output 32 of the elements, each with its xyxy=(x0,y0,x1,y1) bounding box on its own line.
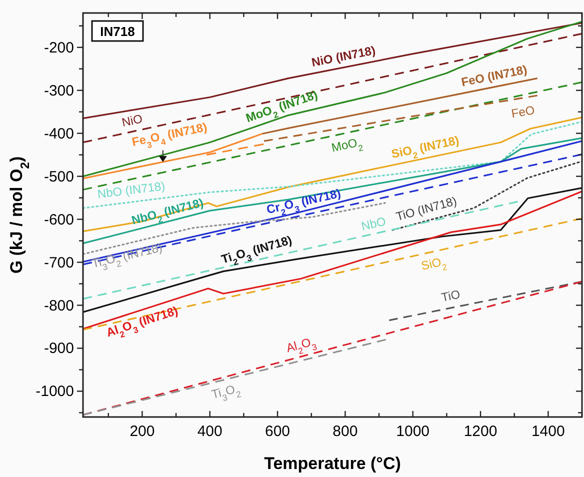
text: NiO (IN718) xyxy=(310,43,377,70)
x-tick-label: 1200 xyxy=(464,423,498,440)
x-tick-label: 200 xyxy=(130,423,155,440)
y-tick-label: -800 xyxy=(44,297,74,314)
y-tick-label: -1000 xyxy=(36,383,74,400)
y-tick-label: -200 xyxy=(44,39,74,56)
text: NbO (IN718) xyxy=(96,178,166,202)
y-tick-label: -900 xyxy=(44,340,74,358)
x-tick-label: 800 xyxy=(332,423,358,440)
annotation: IN718 xyxy=(100,24,135,39)
y-tick-label: -400 xyxy=(44,125,74,142)
y-tick-label: -300 xyxy=(44,82,74,100)
y-tick-label: -700 xyxy=(44,254,74,272)
text: NiO xyxy=(120,112,144,130)
text: FeO xyxy=(510,103,536,121)
x-axis-title: Temperature (°C) xyxy=(264,454,401,473)
text: Ti$_{3}$O$_{2}$ xyxy=(210,382,242,404)
line-series xyxy=(83,20,582,178)
text: FeO (IN718) xyxy=(460,62,528,90)
text: Ti$_{3}$O$_{2}$ (IN718) xyxy=(90,240,164,272)
text: Al$_{2}$O$_{3}$ xyxy=(284,335,318,356)
line-series xyxy=(392,160,582,231)
x-tick-label: 1000 xyxy=(396,423,430,440)
text: TiO (IN718) xyxy=(394,194,458,224)
y-tick-label: -500 xyxy=(44,168,74,186)
y-tick-label: -600 xyxy=(44,211,74,228)
x-tick-label: 1400 xyxy=(531,423,565,440)
text: TiO xyxy=(440,287,462,305)
text: NbO xyxy=(360,214,388,234)
x-tick-label: 600 xyxy=(265,423,290,440)
x-tick-label: 400 xyxy=(197,423,222,440)
text: Cr$_{2}$O$_{3}$ (IN718) xyxy=(265,186,342,218)
